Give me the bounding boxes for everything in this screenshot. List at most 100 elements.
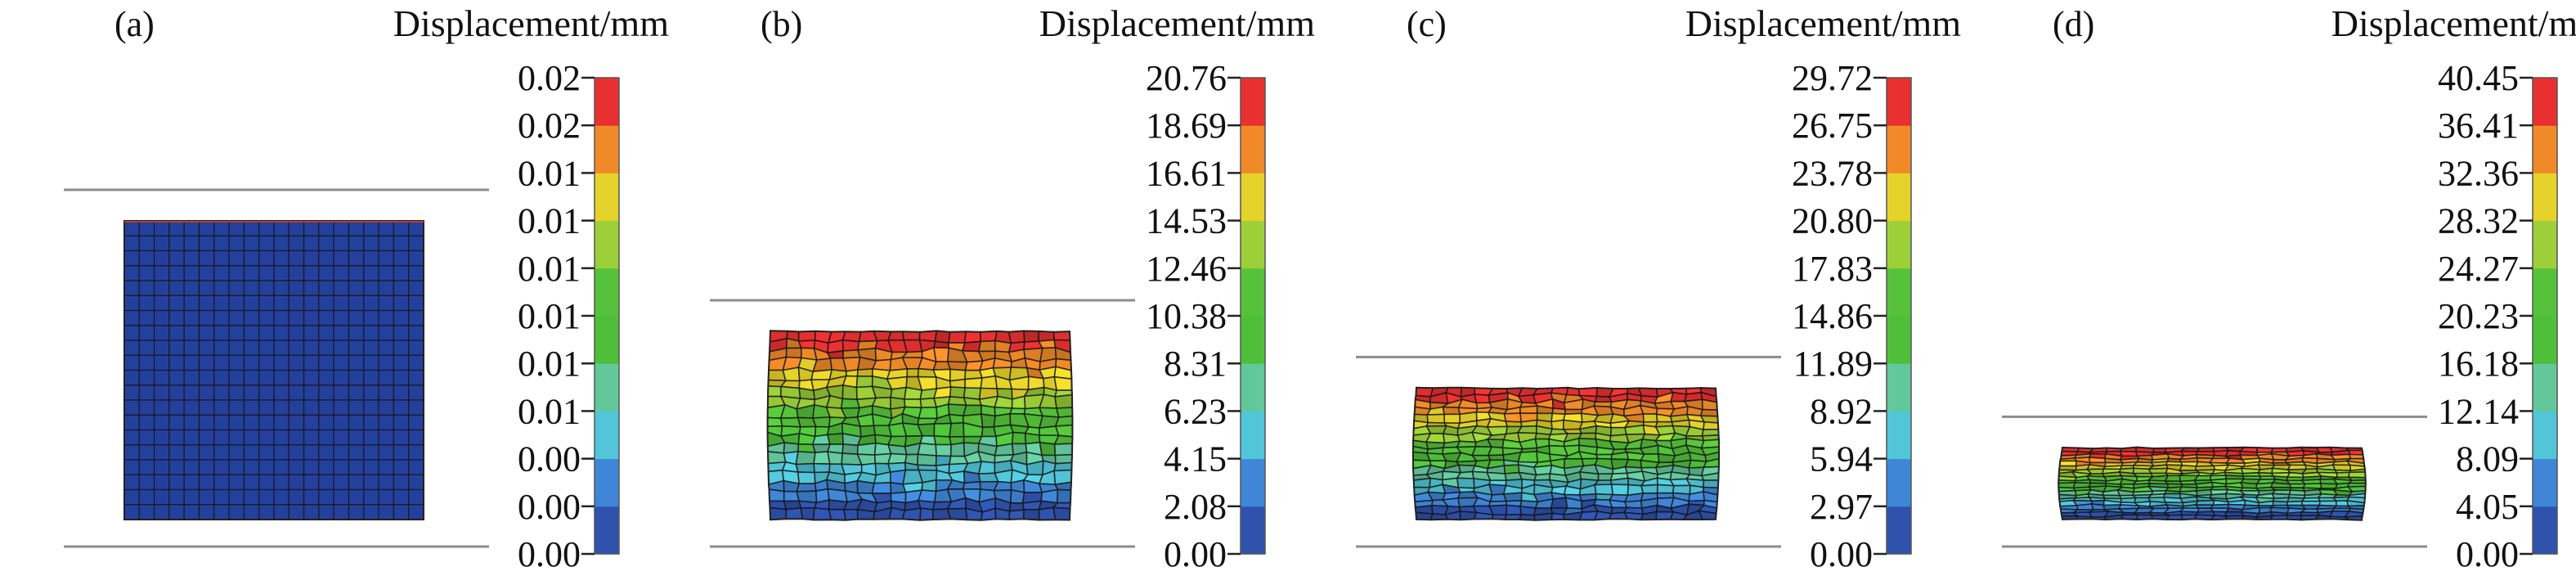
mesh-element xyxy=(980,375,999,389)
mesh-element xyxy=(288,295,305,312)
mesh-element xyxy=(363,369,379,386)
mesh-element xyxy=(288,459,305,475)
mesh-element xyxy=(1008,509,1025,520)
mesh-element xyxy=(856,479,875,494)
mesh-element xyxy=(333,235,350,252)
mesh-element xyxy=(258,488,275,506)
mesh-element xyxy=(393,474,410,491)
mesh-element xyxy=(138,459,155,475)
mesh-element xyxy=(906,367,919,378)
colorbar-tick-label: 8.09 xyxy=(2456,439,2519,479)
mesh-element xyxy=(213,280,230,296)
mesh-element xyxy=(887,331,905,341)
mesh-element xyxy=(168,309,185,326)
mesh-element xyxy=(1703,479,1720,489)
mesh-element xyxy=(378,280,395,296)
colorbar-tick-label: 8.31 xyxy=(1164,344,1227,384)
mesh-element xyxy=(168,474,185,491)
mesh-element xyxy=(363,474,379,491)
colorbar-tick-label: 20.76 xyxy=(1146,58,1227,98)
mesh-element xyxy=(288,325,305,341)
mesh-element xyxy=(183,354,200,371)
mesh-element xyxy=(393,369,410,386)
mesh-element xyxy=(921,479,937,493)
colorbar-segment xyxy=(2533,506,2557,555)
colorbar-segment xyxy=(595,78,619,126)
mesh-element xyxy=(1519,505,1537,516)
mesh-element xyxy=(138,474,155,491)
colorbar-segment xyxy=(1241,220,1265,269)
mesh-element xyxy=(183,325,200,341)
mesh-element xyxy=(183,504,200,520)
colorbar-segment xyxy=(595,411,619,460)
mesh-element xyxy=(273,280,289,296)
mesh-element xyxy=(228,295,245,312)
mesh-element xyxy=(138,235,155,252)
mesh-element xyxy=(949,442,966,457)
mesh-element xyxy=(243,354,260,371)
colorbar-tick-label: 0.01 xyxy=(518,391,581,431)
mesh-element xyxy=(228,488,245,506)
colorbar-segment xyxy=(2533,316,2557,364)
mesh-element xyxy=(153,385,170,401)
mesh-element xyxy=(303,220,320,236)
mesh-element xyxy=(856,368,874,377)
mesh-element xyxy=(228,325,245,341)
mesh-element xyxy=(348,474,365,491)
mesh-element xyxy=(273,354,289,371)
mesh-element xyxy=(378,399,395,416)
mesh-element xyxy=(228,504,245,520)
mesh-element xyxy=(288,385,305,401)
mesh-element xyxy=(153,444,170,461)
colorbar-segment xyxy=(2533,78,2557,126)
mesh-element xyxy=(1502,492,1523,502)
mesh-element xyxy=(168,459,185,475)
colorbar-segment xyxy=(2533,173,2557,222)
mesh-element xyxy=(825,394,844,409)
mesh-element xyxy=(183,385,200,401)
mesh-element xyxy=(138,220,155,236)
panel-label: (a) xyxy=(114,4,155,44)
mesh-element xyxy=(378,474,395,491)
mesh-element xyxy=(228,414,245,431)
mesh-element xyxy=(303,369,320,386)
mesh-element xyxy=(273,325,289,341)
mesh-element xyxy=(363,250,379,267)
mesh-element xyxy=(948,331,967,344)
colorbar-segment xyxy=(1887,125,1911,173)
mesh-element xyxy=(393,309,410,326)
mesh-element xyxy=(393,220,410,236)
mesh-element xyxy=(348,429,365,446)
mesh-element xyxy=(123,474,140,491)
mesh-element xyxy=(363,340,379,356)
colorbar-segment xyxy=(2533,125,2557,173)
mesh-element xyxy=(153,280,170,296)
mesh-element xyxy=(123,280,140,296)
mesh-element xyxy=(378,414,395,431)
mesh-element xyxy=(243,295,260,312)
mesh-element xyxy=(198,459,215,475)
mesh-element xyxy=(168,340,185,356)
mesh-element xyxy=(288,250,305,267)
mesh-element xyxy=(363,309,379,326)
mesh-element xyxy=(228,220,245,236)
mesh-element xyxy=(393,488,410,506)
mesh-element xyxy=(168,295,185,312)
mesh-element xyxy=(408,474,424,491)
mesh-element xyxy=(198,488,215,506)
colorbar-tick-label: 0.01 xyxy=(518,249,581,289)
mesh-element xyxy=(273,414,289,431)
colorbar-segment xyxy=(595,363,619,412)
mesh-element xyxy=(994,395,1013,409)
mesh-element xyxy=(183,429,200,446)
mesh-element xyxy=(318,295,334,312)
mesh-element xyxy=(1021,500,1043,511)
mesh-element xyxy=(1624,424,1646,435)
mesh-element xyxy=(243,340,260,356)
mesh-element xyxy=(1594,484,1614,496)
mesh-element xyxy=(123,488,140,506)
mesh-element xyxy=(258,399,275,416)
mesh-element xyxy=(303,354,320,371)
mesh-element xyxy=(273,444,289,461)
mesh-element xyxy=(378,309,395,326)
